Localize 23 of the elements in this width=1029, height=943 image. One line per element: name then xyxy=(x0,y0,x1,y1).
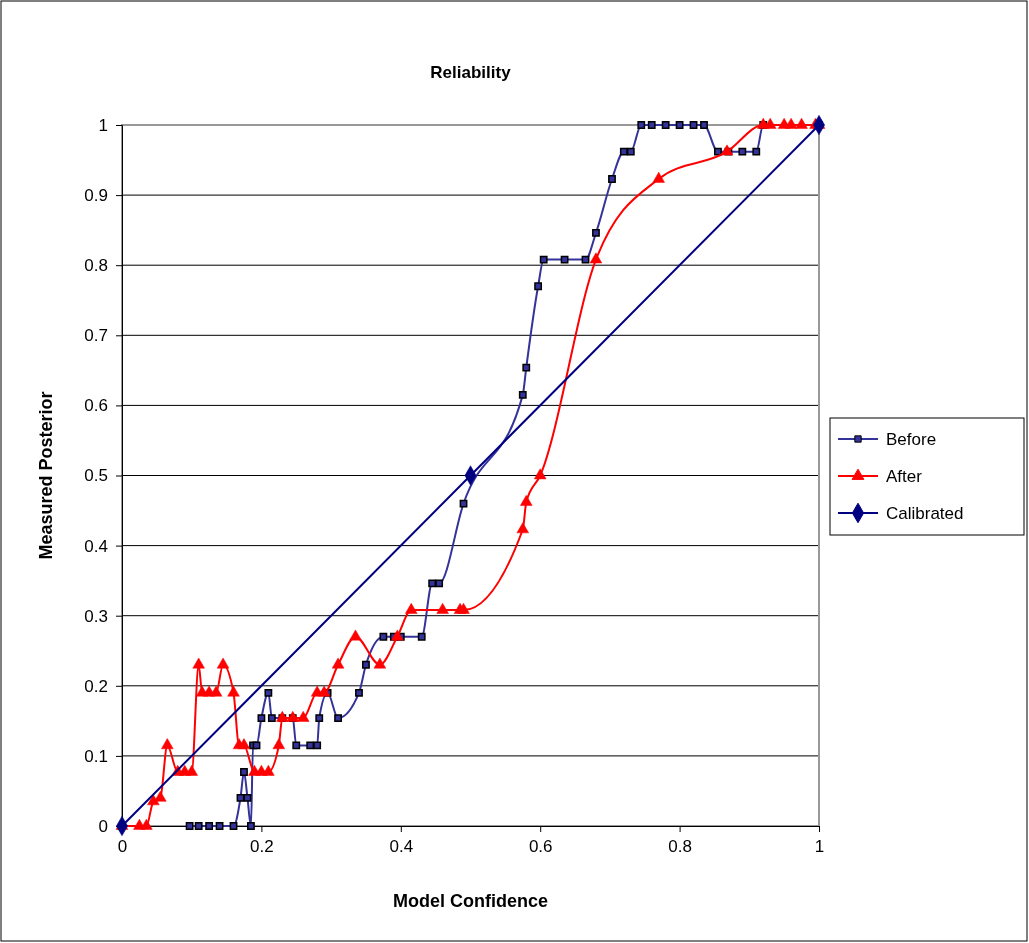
x-tick-label: 0 xyxy=(117,837,128,857)
y-tick-label: 0.1 xyxy=(84,746,108,766)
legend-label: After xyxy=(886,467,923,486)
y-tick-label: 0.7 xyxy=(84,326,108,346)
x-tick-label: 0.8 xyxy=(668,837,692,857)
x-tick-label: 1 xyxy=(814,837,825,857)
y-tick-label: 0.4 xyxy=(84,536,108,556)
y-tick-label: 0 xyxy=(98,816,108,836)
y-tick-label: 0.5 xyxy=(84,466,108,486)
y-tick-label: 1 xyxy=(98,115,108,135)
x-tick-label: 0.4 xyxy=(389,837,414,857)
y-tick-label: 0.8 xyxy=(84,256,108,276)
x-axis-title: Model Confidence xyxy=(392,891,549,911)
legend-label: Calibrated xyxy=(886,504,964,523)
x-tick-label: 0.2 xyxy=(250,837,274,857)
y-axis-title: Measured Posterior xyxy=(36,391,56,560)
y-tick-label: 0.2 xyxy=(84,676,108,696)
legend-label: Before xyxy=(886,430,937,449)
y-tick-label: 0.9 xyxy=(84,186,108,206)
y-tick-label: 0.6 xyxy=(84,396,108,416)
x-tick-label: 0.6 xyxy=(528,837,553,857)
y-tick-label: 0.3 xyxy=(84,606,108,626)
chart-title: Reliability xyxy=(430,63,512,82)
